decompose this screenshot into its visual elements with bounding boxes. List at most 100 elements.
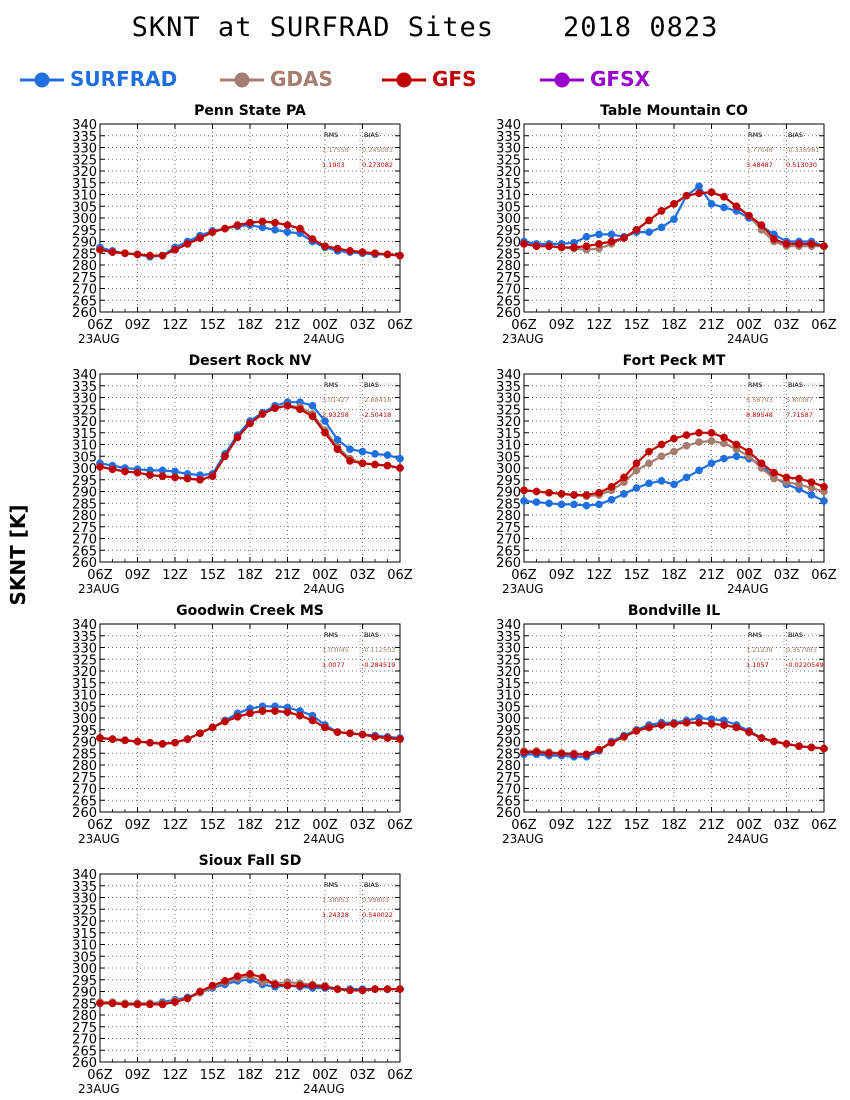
x-tick-label: 15Z	[624, 568, 650, 583]
data-point-gfs	[133, 737, 142, 746]
data-point-gfs	[121, 467, 129, 476]
y-tick-label: 285	[72, 747, 97, 762]
legend-label-gfsx: GFSX	[590, 67, 650, 91]
y-tick-label: 315	[72, 177, 97, 192]
y-tick-label: 290	[496, 486, 521, 501]
data-point-gdas	[632, 466, 641, 475]
data-point-gfs	[707, 428, 716, 437]
data-point-gfs	[146, 251, 154, 260]
data-point-gfs	[607, 738, 616, 747]
x-tick-label: 18Z	[661, 818, 687, 833]
y-tick-label: 270	[72, 783, 97, 798]
data-point-gfs	[208, 981, 217, 990]
x-tick-label: 09Z	[125, 1068, 151, 1083]
data-point-gfs	[96, 734, 104, 742]
x-tick-label: 06Z	[511, 818, 537, 833]
y-tick-label: 310	[496, 689, 521, 704]
data-point-gfs	[296, 711, 304, 720]
data-point-gfs	[532, 748, 541, 756]
data-point-surfrad	[670, 480, 678, 489]
y-tick-label: 290	[72, 486, 97, 501]
x-tick-label: 00Z	[312, 568, 338, 583]
data-point-surfrad	[707, 459, 716, 468]
page-title: SKNT at SURFRAD Sites 2018 0823	[131, 12, 719, 43]
y-tick-label: 260	[72, 1056, 97, 1071]
data-point-gfs	[820, 482, 828, 491]
data-point-gfs	[545, 488, 553, 497]
data-point-surfrad	[607, 230, 616, 239]
data-point-gfs	[258, 973, 267, 982]
y-tick-label: 295	[496, 224, 521, 239]
data-point-gfs	[570, 243, 578, 252]
chart-title: Goodwin Creek MS	[176, 603, 324, 619]
y-tick-label: 265	[496, 794, 521, 809]
chart-title: Penn State PA	[194, 103, 306, 119]
data-point-gfs	[682, 191, 691, 200]
y-tick-label: 285	[72, 247, 97, 262]
data-point-surfrad	[670, 215, 678, 224]
y-tick-label: 315	[496, 427, 521, 442]
y-tick-label: 280	[496, 259, 521, 274]
y-tick-label: 325	[72, 653, 97, 668]
x-tick-label: 15Z	[200, 568, 226, 583]
data-point-gfs	[321, 982, 329, 991]
y-tick-label: 330	[72, 392, 97, 407]
data-point-gfs	[595, 745, 603, 754]
data-point-gfs	[171, 245, 179, 254]
data-point-gfs	[333, 445, 342, 454]
stats-rms-value: 8.89548	[746, 411, 773, 419]
stats-header-bias: BIAS	[364, 131, 379, 139]
y-tick-label: 270	[72, 283, 97, 298]
data-point-gdas	[645, 459, 653, 468]
y-tick-label: 275	[496, 771, 521, 786]
data-point-gfs	[795, 742, 803, 751]
data-point-surfrad	[645, 228, 653, 236]
stats-rms-value: 3.48487	[746, 161, 773, 169]
plot-frame	[99, 623, 401, 813]
stats-header-bias: BIAS	[364, 881, 379, 889]
stats-bias-value: -0.0220549	[786, 661, 824, 669]
data-point-gfs	[720, 721, 728, 729]
data-point-gfs	[196, 987, 204, 996]
data-point-gfs	[582, 491, 591, 499]
data-point-gfs	[545, 749, 553, 758]
stats-bias-value: 0.513030	[786, 161, 817, 169]
stats-bias-value: -2.88418	[362, 396, 391, 404]
data-point-gfs	[121, 249, 129, 258]
data-point-gfs	[682, 431, 691, 439]
y-tick-label: 330	[496, 142, 521, 157]
x-tick-label: 00Z	[312, 1068, 338, 1083]
x-tick-label: 12Z	[162, 318, 188, 333]
y-tick-label: 290	[72, 736, 97, 751]
chart-title: Desert Rock NV	[189, 353, 312, 369]
data-point-gfs	[720, 433, 728, 442]
y-tick-label: 265	[72, 544, 97, 559]
data-point-gfs	[632, 225, 641, 234]
x-tick-label: 18Z	[237, 318, 263, 333]
data-point-gfs	[657, 207, 666, 215]
y-tick-label: 280	[72, 509, 97, 524]
data-point-gfs	[645, 447, 653, 456]
x-tick-label: 12Z	[586, 818, 612, 833]
legend-line-gfsx-icon	[540, 72, 584, 88]
y-tick-label: 310	[72, 439, 97, 454]
stats-header-bias: BIAS	[788, 381, 803, 389]
y-tick-label: 315	[72, 677, 97, 692]
y-tick-label: 260	[496, 306, 521, 321]
data-point-surfrad	[695, 466, 703, 475]
stats-header-bias: BIAS	[364, 381, 379, 389]
y-tick-label: 340	[496, 368, 521, 383]
data-point-gfs	[121, 736, 129, 745]
data-point-gfs	[745, 728, 753, 736]
stats-rms-value: 1.38953	[322, 896, 349, 904]
data-point-gfs	[258, 217, 267, 226]
data-point-gfs	[620, 473, 628, 482]
stats-rms-value: 1.0077	[322, 661, 345, 669]
x-tick-label: 06Z	[387, 318, 413, 333]
y-tick-label: 335	[496, 130, 521, 145]
data-point-surfrad	[532, 498, 541, 506]
x-tick-label: 21Z	[275, 818, 301, 833]
data-point-gfs	[670, 200, 678, 208]
stats-bias-value: -0.284519	[362, 661, 395, 669]
